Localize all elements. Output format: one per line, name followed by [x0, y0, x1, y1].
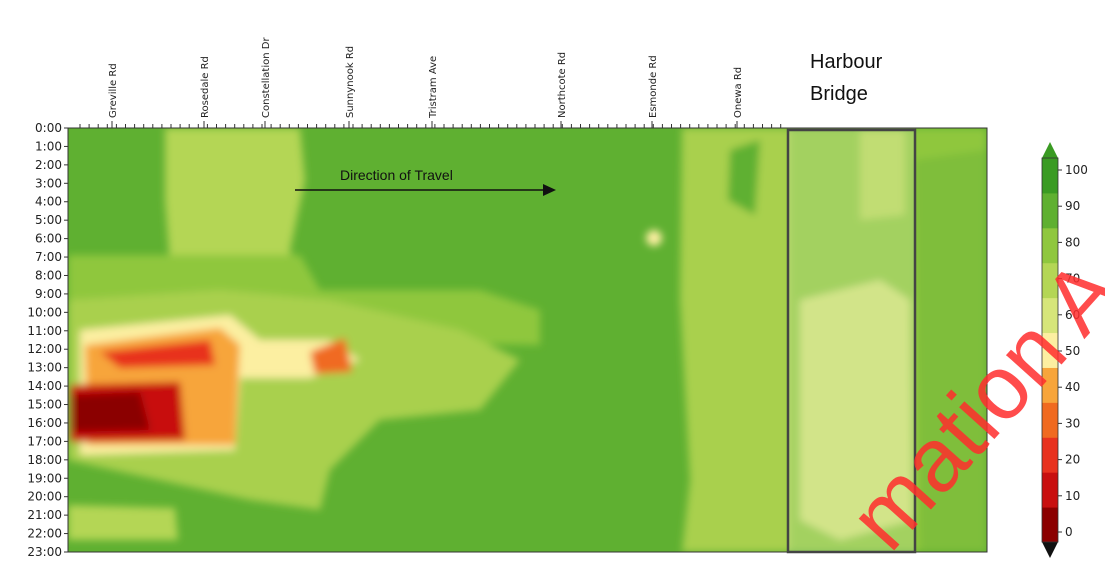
time-label: 6:00: [35, 232, 62, 246]
colorbar-segment: [1042, 227, 1058, 264]
direction-of-travel-label: Direction of Travel: [340, 167, 453, 183]
top-axis-ticks: [79, 124, 782, 128]
time-label: 23:00: [27, 545, 62, 559]
zone-greville-late: [68, 505, 178, 540]
time-label: 1:00: [35, 139, 62, 153]
time-label: 13:00: [27, 361, 62, 375]
time-label: 18:00: [27, 453, 62, 467]
colorbar-tick-label: 30: [1065, 416, 1080, 430]
colorbar-segment: [1042, 297, 1058, 334]
direction-arrow-head: [543, 184, 556, 196]
zone-esmonde-spot: [646, 230, 662, 246]
time-label: 17:00: [27, 434, 62, 448]
colorbar-segment: [1042, 507, 1058, 543]
colorbar-tick-label: 10: [1065, 489, 1080, 503]
time-label: 3:00: [35, 176, 62, 190]
time-label: 0:00: [35, 121, 62, 135]
colorbar-segment: [1042, 262, 1058, 299]
zone-afternoon-darkred: [72, 392, 150, 432]
road-label: Constellation Dr: [261, 37, 272, 118]
time-label: 8:00: [35, 268, 62, 282]
time-label: 7:00: [35, 250, 62, 264]
time-label: 5:00: [35, 213, 62, 227]
plot-frame: [67, 127, 988, 553]
time-label: 19:00: [27, 471, 62, 485]
colorbar-tick-label: 20: [1065, 453, 1080, 467]
zone-onewa: [680, 128, 790, 552]
colorbar-extend-min: [1042, 542, 1058, 558]
colorbar-segment: [1042, 437, 1058, 473]
heatmap-plot-area: [68, 128, 987, 552]
colorbar-tick-label: 0: [1065, 525, 1073, 539]
time-label: 15:00: [27, 398, 62, 412]
zone-bridge-midday: [800, 280, 912, 540]
time-label: 20:00: [27, 490, 62, 504]
colorbar-segment: [1042, 402, 1058, 438]
time-label: 9:00: [35, 287, 62, 301]
x-axis-road-labels: Greville Rd Rosedale Rd Constellation Dr Su…: [108, 37, 744, 128]
zone-bridge-east: [915, 150, 987, 552]
time-label: 21:00: [27, 508, 62, 522]
colorbar-segment: [1042, 472, 1058, 508]
harbour-bridge-label-line1: Harbour: [810, 51, 883, 73]
colorbar-segment: [1042, 367, 1058, 403]
time-label: 2:00: [35, 158, 62, 172]
colorbar-tick-label: 50: [1065, 344, 1080, 358]
colorbar-segment: [1042, 332, 1058, 368]
colorbar-tick-label: 80: [1065, 235, 1080, 249]
harbour-bridge-box: [786, 128, 917, 554]
zone-bridge-overnight: [860, 130, 905, 220]
road-label: Tristram Ave: [428, 56, 439, 119]
time-label: 16:00: [27, 416, 62, 430]
colorbar-segment: [1042, 192, 1058, 229]
colorbar-tick-label: 70: [1065, 272, 1080, 286]
heatmap-zones: [68, 128, 987, 552]
colorbar-segment: [1042, 158, 1058, 194]
colorbar-tick-label: 100: [1065, 163, 1088, 177]
colorbar-tick-label: 40: [1065, 380, 1080, 394]
time-label: 4:00: [35, 195, 62, 209]
time-label: 14:00: [27, 379, 62, 393]
road-label: Sunnynook Rd: [345, 46, 356, 118]
time-label: 12:00: [27, 342, 62, 356]
road-label: Esmonde Rd: [648, 55, 659, 118]
y-axis-time-labels: 0:00 1:00 2:00 3:00 4:00 5:00 6:00 7:00 8:00 9:00…: [27, 121, 68, 559]
zone-onewa-green-1: [728, 140, 760, 215]
zone-sunnynook-hotspot: [310, 338, 352, 374]
road-label: Onewa Rd: [733, 67, 744, 118]
road-label: Northcote Rd: [557, 52, 568, 118]
colorbar-tick-label: 60: [1065, 308, 1080, 322]
time-label: 11:00: [27, 324, 62, 338]
road-label: Rosedale Rd: [200, 56, 211, 118]
colorbar-extend-max: [1042, 142, 1058, 158]
colorbar-frame: [1041, 157, 1059, 543]
harbour-bridge-label-line2: Bridge: [810, 83, 868, 105]
time-label: 22:00: [27, 527, 62, 541]
zone-midday-red: [100, 340, 215, 368]
colorbar-tick-label: 90: [1065, 199, 1080, 213]
bridge-overlay: [788, 128, 915, 552]
colorbar: 0 10 20 30 40 50 60 70 80 90 100: [1041, 142, 1088, 558]
time-label: 10:00: [27, 305, 62, 319]
road-label: Greville Rd: [108, 63, 119, 118]
zone-rosedale-overnight: [165, 128, 305, 290]
